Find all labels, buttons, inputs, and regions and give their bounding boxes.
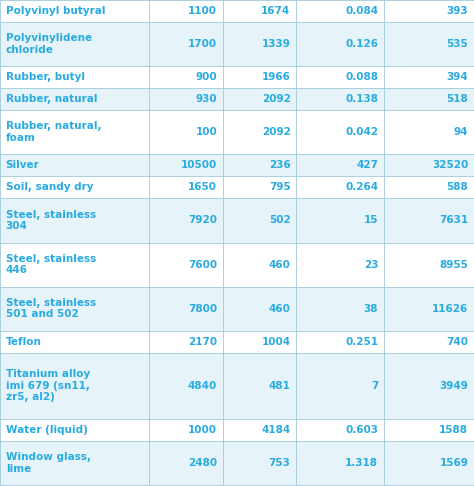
Bar: [0, 22, 474, 66]
Text: 236: 236: [269, 160, 291, 171]
Text: 481: 481: [269, 381, 291, 391]
Text: 0.088: 0.088: [345, 72, 378, 82]
Text: 0.084: 0.084: [345, 6, 378, 16]
Text: 588: 588: [447, 182, 468, 192]
Bar: [0, 66, 474, 88]
Text: 32520: 32520: [432, 160, 468, 171]
Text: 1588: 1588: [439, 425, 468, 435]
Text: 1569: 1569: [439, 458, 468, 468]
Text: 2092: 2092: [262, 127, 291, 137]
Bar: [0, 0, 474, 22]
Text: Titanium alloy
imi 679 (sn11,
zr5, al2): Titanium alloy imi 679 (sn11, zr5, al2): [6, 369, 90, 402]
Text: 4840: 4840: [188, 381, 217, 391]
Text: Soil, sandy dry: Soil, sandy dry: [6, 182, 93, 192]
Text: 1100: 1100: [188, 6, 217, 16]
Bar: [0, 198, 474, 243]
Bar: [0, 419, 474, 441]
Text: 535: 535: [447, 39, 468, 49]
Text: 3949: 3949: [439, 381, 468, 391]
Text: 1674: 1674: [261, 6, 291, 16]
Text: 15: 15: [364, 215, 378, 226]
Text: 1004: 1004: [262, 337, 291, 347]
Bar: [0, 176, 474, 198]
Text: 518: 518: [447, 94, 468, 104]
Text: 2092: 2092: [262, 94, 291, 104]
Text: 502: 502: [269, 215, 291, 226]
Text: Steel, stainless
446: Steel, stainless 446: [6, 254, 96, 276]
Text: 0.126: 0.126: [345, 39, 378, 49]
Text: 23: 23: [364, 260, 378, 270]
Text: 0.042: 0.042: [345, 127, 378, 137]
Bar: [0, 287, 474, 330]
Text: Steel, stainless
501 and 502: Steel, stainless 501 and 502: [6, 298, 96, 319]
Text: 460: 460: [269, 260, 291, 270]
Text: Water (liquid): Water (liquid): [6, 425, 88, 435]
Text: 100: 100: [195, 127, 217, 137]
Bar: [0, 155, 474, 176]
Text: Polyvinyl butyral: Polyvinyl butyral: [6, 6, 105, 16]
Text: Polyvinylidene
chloride: Polyvinylidene chloride: [6, 34, 92, 55]
Text: 740: 740: [447, 337, 468, 347]
Text: 394: 394: [447, 72, 468, 82]
Bar: [0, 88, 474, 110]
Text: Teflon: Teflon: [6, 337, 42, 347]
Text: 1339: 1339: [262, 39, 291, 49]
Text: 38: 38: [364, 304, 378, 313]
Text: 0.251: 0.251: [345, 337, 378, 347]
Text: Window glass,
lime: Window glass, lime: [6, 452, 91, 474]
Text: 7631: 7631: [439, 215, 468, 226]
Text: 7: 7: [371, 381, 378, 391]
Text: Rubber, natural,
foam: Rubber, natural, foam: [6, 122, 101, 143]
Text: 795: 795: [269, 182, 291, 192]
Text: 753: 753: [269, 458, 291, 468]
Text: 7600: 7600: [188, 260, 217, 270]
Text: 2170: 2170: [188, 337, 217, 347]
Text: 7800: 7800: [188, 304, 217, 313]
Text: Silver: Silver: [6, 160, 39, 171]
Text: 2480: 2480: [188, 458, 217, 468]
Text: Rubber, butyl: Rubber, butyl: [6, 72, 85, 82]
Text: 0.603: 0.603: [345, 425, 378, 435]
Text: 0.264: 0.264: [345, 182, 378, 192]
Bar: [0, 441, 474, 485]
Text: 1650: 1650: [188, 182, 217, 192]
Text: Rubber, natural: Rubber, natural: [6, 94, 97, 104]
Text: 460: 460: [269, 304, 291, 313]
Text: 11626: 11626: [432, 304, 468, 313]
Text: 1000: 1000: [188, 425, 217, 435]
Text: 427: 427: [356, 160, 378, 171]
Text: 7920: 7920: [188, 215, 217, 226]
Text: 4184: 4184: [261, 425, 291, 435]
Bar: [0, 353, 474, 419]
Text: 1966: 1966: [262, 72, 291, 82]
Text: 930: 930: [195, 94, 217, 104]
Text: 94: 94: [454, 127, 468, 137]
Text: 900: 900: [195, 72, 217, 82]
Text: 393: 393: [447, 6, 468, 16]
Bar: [0, 243, 474, 287]
Text: 0.138: 0.138: [345, 94, 378, 104]
Text: Steel, stainless
304: Steel, stainless 304: [6, 209, 96, 231]
Text: 1700: 1700: [188, 39, 217, 49]
Text: 8955: 8955: [439, 260, 468, 270]
Text: 1.318: 1.318: [345, 458, 378, 468]
Bar: [0, 110, 474, 155]
Text: 10500: 10500: [181, 160, 217, 171]
Bar: [0, 330, 474, 353]
